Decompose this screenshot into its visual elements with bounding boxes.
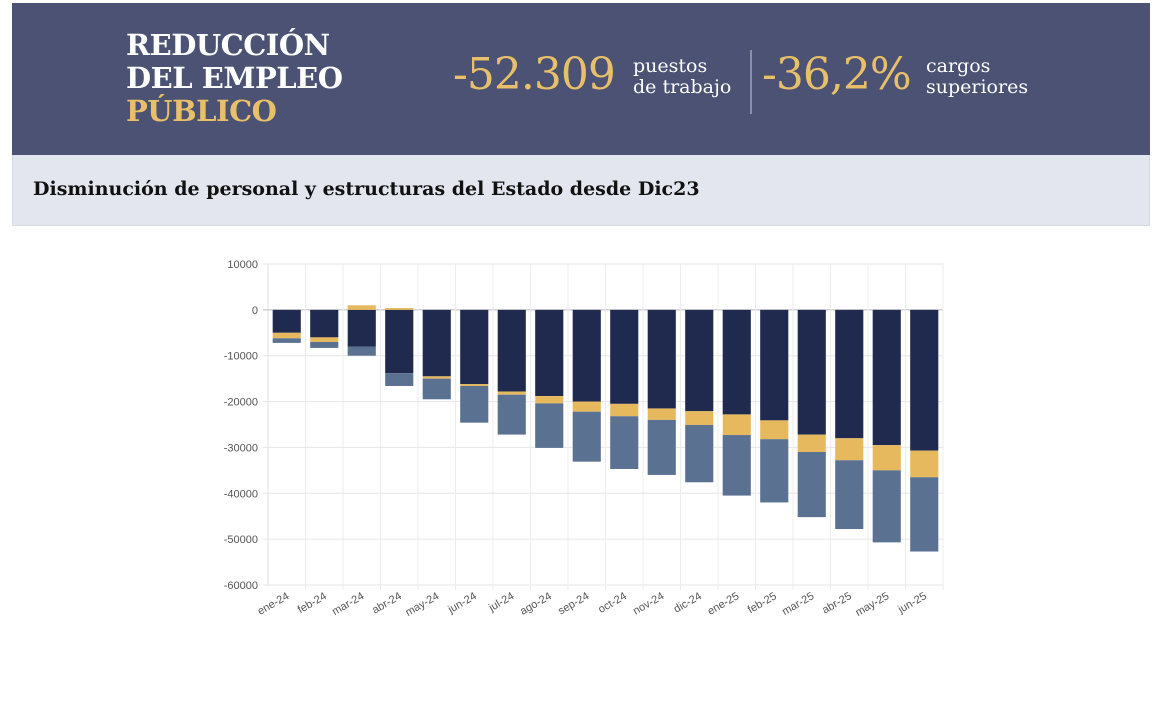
bar-segment bbox=[685, 411, 714, 425]
x-tick-label: jun-25 bbox=[895, 590, 928, 616]
header-banner: REDUCCIÓN DEL EMPLEO PÚBLICO -52.309 pue… bbox=[12, 3, 1150, 155]
x-tick-label: sep-24 bbox=[556, 590, 591, 617]
stat-positions-label: cargos superiores bbox=[926, 55, 1029, 98]
bar-segment bbox=[835, 460, 864, 530]
bar-segment bbox=[497, 394, 526, 435]
stat-jobs-value: -52.309 bbox=[453, 49, 616, 100]
title-line-3: PÚBLICO bbox=[126, 94, 277, 128]
bar-segment bbox=[797, 452, 826, 518]
x-tick-label: ene-24 bbox=[256, 590, 292, 618]
bar-segment bbox=[272, 338, 301, 343]
bar-segment bbox=[422, 376, 451, 379]
x-tick-label: mar-24 bbox=[330, 590, 366, 618]
bar-segment bbox=[722, 435, 751, 496]
title-line-1: REDUCCIÓN bbox=[126, 28, 330, 62]
x-tick-label: may-24 bbox=[403, 590, 441, 619]
x-tick-label: may-25 bbox=[853, 590, 891, 619]
bar-segment bbox=[310, 341, 339, 348]
x-tick-label: abr-24 bbox=[370, 590, 404, 616]
bar-segment bbox=[910, 309, 939, 451]
bar-segment bbox=[685, 424, 714, 483]
bar-segment bbox=[310, 337, 339, 342]
stat-positions-value: -36,2% bbox=[762, 49, 912, 100]
bar-segment bbox=[610, 416, 639, 469]
bar-segment bbox=[460, 385, 489, 423]
subtitle-bar: Disminución de personal y estructuras de… bbox=[12, 155, 1150, 226]
x-tick-label: feb-25 bbox=[746, 590, 779, 616]
x-tick-label: mar-25 bbox=[780, 590, 816, 618]
chart-subtitle: Disminución de personal y estructuras de… bbox=[33, 178, 700, 200]
stat-jobs-label: puestos de trabajo bbox=[633, 55, 732, 98]
bar-segment bbox=[610, 403, 639, 417]
bar-segment bbox=[460, 384, 489, 386]
bar-segment bbox=[835, 438, 864, 461]
bar-segment bbox=[872, 470, 901, 543]
bar-segment bbox=[647, 419, 676, 475]
y-tick-label: 0 bbox=[252, 305, 258, 317]
stat-divider bbox=[750, 50, 752, 114]
bar-segment bbox=[535, 403, 564, 448]
bar-segment bbox=[835, 309, 864, 439]
x-tick-label: dic-24 bbox=[672, 590, 704, 615]
y-tick-label: -20000 bbox=[224, 397, 258, 409]
bar-segment bbox=[722, 309, 751, 415]
y-tick-label: -50000 bbox=[224, 534, 258, 546]
x-tick-label: jul-24 bbox=[486, 590, 516, 614]
x-tick-label: feb-24 bbox=[296, 590, 329, 616]
bar-segment bbox=[422, 309, 451, 377]
page-title: REDUCCIÓN DEL EMPLEO PÚBLICO bbox=[126, 29, 343, 128]
x-tick-label: abr-25 bbox=[820, 590, 854, 616]
bar-segment bbox=[647, 309, 676, 409]
bar-segment bbox=[610, 309, 639, 404]
y-tick-label: -10000 bbox=[224, 351, 258, 363]
bar-segment bbox=[272, 309, 301, 333]
bar-segment bbox=[535, 396, 564, 404]
bar-segment bbox=[347, 305, 376, 310]
bar-segment bbox=[310, 309, 339, 338]
bar-segment bbox=[797, 309, 826, 435]
bar-segment bbox=[497, 309, 526, 392]
bar-segment bbox=[572, 309, 601, 402]
bar-segment bbox=[910, 477, 939, 552]
bar-segment bbox=[760, 439, 789, 503]
x-tick-label: nov-24 bbox=[631, 590, 666, 617]
bar-segment bbox=[910, 450, 939, 478]
y-tick-label: -40000 bbox=[224, 488, 258, 500]
bar-segment bbox=[535, 309, 564, 397]
bar-segment bbox=[385, 373, 414, 386]
bar-segment bbox=[872, 445, 901, 471]
bar-segment bbox=[572, 411, 601, 462]
bar-segment bbox=[347, 309, 376, 347]
y-tick-label: 10000 bbox=[227, 259, 258, 271]
bar-segment bbox=[872, 309, 901, 446]
bar-segment bbox=[385, 309, 414, 374]
bar-segment bbox=[722, 414, 751, 436]
bar-segment bbox=[760, 420, 789, 440]
x-tick-label: ene-25 bbox=[706, 590, 742, 618]
bar-segment bbox=[797, 434, 826, 453]
x-tick-label: jun-24 bbox=[445, 590, 478, 616]
x-tick-label: ago-24 bbox=[518, 590, 554, 618]
x-tick-label: oct-24 bbox=[596, 590, 628, 616]
bar-segment bbox=[460, 309, 489, 385]
bar-segment bbox=[272, 332, 301, 339]
bar-segment bbox=[497, 391, 526, 395]
y-tick-label: -30000 bbox=[224, 442, 258, 454]
bar-segment bbox=[385, 308, 414, 310]
bar-segment bbox=[347, 346, 376, 356]
y-tick-label: -60000 bbox=[224, 580, 258, 592]
bar-segment bbox=[647, 408, 676, 420]
bar-segment bbox=[760, 309, 789, 421]
bar-segment bbox=[572, 401, 601, 412]
title-line-2: DEL EMPLEO bbox=[126, 61, 343, 95]
bar-segment bbox=[685, 309, 714, 412]
bar-segment bbox=[422, 378, 451, 400]
